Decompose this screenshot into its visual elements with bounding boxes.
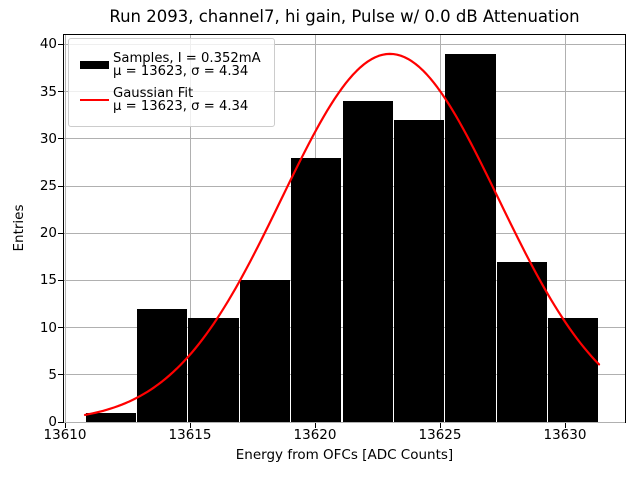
x-tick-mark <box>439 423 441 428</box>
chart-title: Run 2093, channel7, hi gain, Pulse w/ 0.… <box>109 7 580 26</box>
histogram-bar <box>239 280 291 422</box>
y-tick-label: 40 <box>39 36 57 53</box>
y-tick-mark <box>58 91 63 93</box>
legend: Samples, I = 0.352mA μ = 13623, σ = 4.34… <box>68 38 275 127</box>
gridline-horizontal <box>64 91 625 93</box>
x-tick-label: 13625 <box>418 427 462 443</box>
y-tick-mark <box>58 374 63 376</box>
y-tick-mark <box>58 43 63 45</box>
gridline-vertical <box>189 35 191 422</box>
x-tick-label: 13615 <box>168 427 212 443</box>
legend-entry-text: Samples, I = 0.352mA μ = 13623, σ = 4.34 <box>113 50 261 79</box>
samples-swatch-icon <box>79 61 109 69</box>
legend-entry-samples: Samples, I = 0.352mA μ = 13623, σ = 4.34 <box>75 50 268 79</box>
legend-entry-text: Gaussian Fit μ = 13623, σ = 4.34 <box>113 85 249 114</box>
histogram-bar <box>85 412 136 422</box>
y-tick-mark <box>58 327 63 329</box>
y-tick-label: 10 <box>39 319 57 336</box>
gridline-vertical <box>64 35 66 422</box>
legend-swatch-column <box>75 61 113 69</box>
y-tick-label: 5 <box>48 366 57 383</box>
x-axis-label: Energy from OFCs [ADC Counts] <box>235 447 454 463</box>
y-tick-mark <box>58 138 63 140</box>
histogram-bar <box>342 101 393 422</box>
histogram-bar <box>393 119 445 422</box>
x-tick-mark <box>189 423 191 428</box>
x-tick-label: 13610 <box>43 427 87 443</box>
x-tick-mark <box>64 423 66 428</box>
y-tick-label: 20 <box>39 225 57 242</box>
y-tick-label: 25 <box>39 178 57 195</box>
x-tick-mark <box>564 423 566 428</box>
y-tick-mark <box>58 279 63 281</box>
legend-samples-stats: μ = 13623, σ = 4.34 <box>113 64 249 79</box>
gridline-horizontal <box>64 421 625 423</box>
histogram-bar <box>445 53 496 422</box>
y-tick-label: 30 <box>39 130 57 147</box>
gridline-vertical <box>564 35 566 422</box>
legend-samples-label: Samples, I = 0.352mA <box>113 50 261 66</box>
gaussian-fit-swatch-icon <box>79 99 109 101</box>
y-tick-mark <box>58 232 63 234</box>
histogram-bar <box>496 261 548 422</box>
histogram-bar <box>188 318 239 422</box>
legend-swatch-column <box>75 99 113 101</box>
x-tick-label: 13620 <box>293 427 337 443</box>
histogram-bar <box>291 157 342 422</box>
gridline-horizontal <box>64 43 625 45</box>
y-tick-mark <box>58 185 63 187</box>
y-tick-label: 0 <box>48 414 57 430</box>
y-tick-label: 15 <box>39 272 57 289</box>
x-tick-mark <box>314 423 316 428</box>
gaussian-fit-curve <box>83 52 601 417</box>
y-tick-mark <box>58 421 63 423</box>
legend-gaussian-stats: μ = 13623, σ = 4.34 <box>113 99 249 114</box>
legend-entry-gaussian-fit: Gaussian Fit μ = 13623, σ = 4.34 <box>75 85 268 114</box>
histogram-bars-layer <box>64 35 625 422</box>
plot-area <box>63 34 626 423</box>
legend-gaussian-label: Gaussian Fit <box>113 85 194 101</box>
x-tick-label: 13630 <box>543 427 587 443</box>
y-tick-label: 35 <box>39 83 57 100</box>
